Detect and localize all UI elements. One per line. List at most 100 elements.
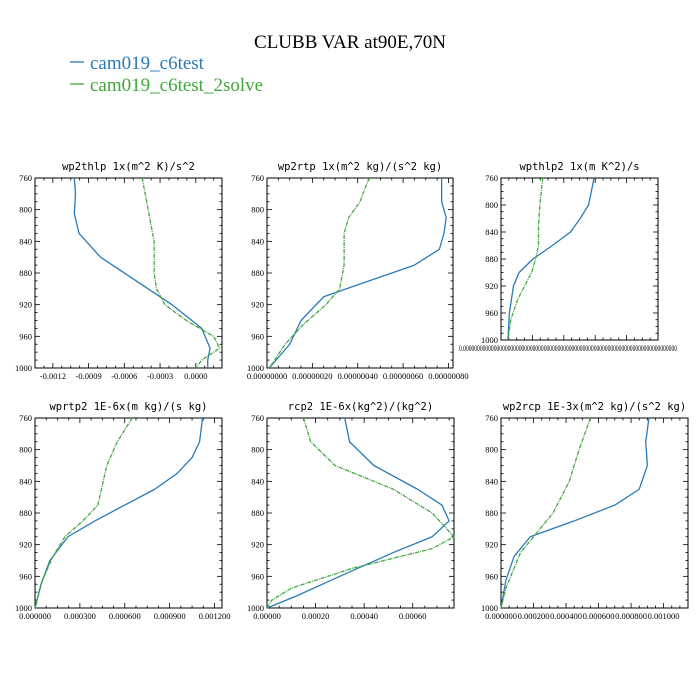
x-tick-label: 0.000300 [64, 611, 96, 621]
y-tick-label: 840 [485, 476, 498, 486]
plot-frame [500, 177, 659, 341]
series-line-1 [34, 417, 133, 609]
series-line-0 [266, 417, 450, 609]
y-tick-label: 800 [19, 205, 32, 215]
y-tick-label: 1000 [247, 603, 264, 613]
plot-frame [266, 417, 455, 609]
y-tick-label: 800 [485, 200, 498, 210]
series-line-0 [507, 177, 595, 341]
legend-label-0: cam019_c6test [90, 53, 205, 74]
x-tick-label: 0.000900 [154, 611, 186, 621]
x-tick-label: 0.00000080 [428, 371, 468, 381]
y-tick-label: 840 [19, 476, 32, 486]
panel-title: wp2rtp 1x(m^2 kg)/(s^2 kg) [278, 161, 442, 173]
y-tick-label: 960 [485, 308, 498, 318]
plot-frame [34, 417, 223, 609]
panel-title: rcp2 1E-6x(kg^2)/(kg^2) [288, 401, 433, 413]
x-tick-label: 0.000800 [615, 611, 647, 621]
y-tick-label: 880 [251, 508, 264, 518]
panel-3: wprtp2 1E-6x(m kg)/(s kg) 760 800 840 880 920… [15, 401, 230, 621]
x-tick-label: 0.000400 [550, 611, 582, 621]
panel-0: wp2thlp 1x(m^2 K)/s^2 760 800 840 880 920 960 1… [15, 161, 223, 381]
panel-2: wpthlp2 1x(m K^2)/s 760 800 840 880 920 960 100… [459, 161, 677, 353]
y-tick-label: 760 [485, 173, 498, 183]
x-tick-label: 0.000000 [19, 611, 51, 621]
panel-title: wp2thlp 1x(m^2 K)/s^2 [62, 161, 195, 173]
y-tick-label: 800 [485, 445, 498, 455]
legend: cam019_c6test cam019_c6test_2solve [70, 53, 263, 96]
plot-frame [266, 177, 454, 369]
y-tick-label: 920 [485, 281, 498, 291]
y-tick-label: 960 [19, 571, 32, 581]
y-tick-label: 920 [19, 540, 32, 550]
y-tick-label: 800 [19, 445, 32, 455]
x-tick-label: 0.000600 [583, 611, 615, 621]
y-tick-label: 760 [19, 173, 32, 183]
panel-title: wp2rcp 1E-3x(m^2 kg)/(s^2 kg) [503, 401, 686, 413]
plot-grid: wp2thlp 1x(m^2 K)/s^2 760 800 840 880 920 960 1… [15, 161, 689, 621]
series-line-0 [34, 417, 204, 609]
x-tick-label: 0.000600 [109, 611, 141, 621]
x-tick-label: 0.0000 [184, 371, 207, 381]
series-line-1 [500, 417, 592, 609]
y-tick-label: 920 [485, 540, 498, 550]
y-tick-label: 840 [251, 476, 264, 486]
series-line-1 [266, 417, 455, 609]
x-tick-label: 0.00040 [350, 611, 378, 621]
panel-4: rcp2 1E-6x(kg^2)/(kg^2) 760 800 840 880 920 96… [247, 401, 455, 621]
y-tick-label: 760 [19, 413, 32, 423]
x-tick-label: 0.00060 [399, 611, 427, 621]
y-tick-label: 1000 [481, 335, 498, 345]
plot-frame [34, 177, 223, 369]
panel-5: wp2rcp 1E-3x(m^2 kg)/(s^2 kg) 760 800 840 88… [481, 401, 689, 621]
y-tick-label: 840 [251, 236, 264, 246]
x-tick-label: -0.0006 [111, 371, 137, 381]
series-line-0 [73, 177, 211, 368]
y-tick-label: 880 [19, 508, 32, 518]
x-tick-label: 0.001000 [648, 611, 680, 621]
x-tick-label: 0.00000 [253, 611, 281, 621]
x-tick-label: -0.0009 [75, 371, 101, 381]
series-line-1 [141, 177, 221, 369]
y-tick-label: 840 [485, 227, 498, 237]
y-tick-label: 800 [251, 445, 264, 455]
series-line-0 [268, 178, 447, 369]
y-tick-label: 880 [485, 508, 498, 518]
x-tick-label: 0.00000060 [383, 371, 423, 381]
y-tick-label: 760 [485, 413, 498, 423]
series-line-1 [268, 177, 370, 369]
y-tick-label: 800 [251, 205, 264, 215]
y-tick-label: 960 [19, 331, 32, 341]
panel-title: wpthlp2 1x(m K^2)/s [519, 161, 639, 173]
y-tick-label: 880 [485, 254, 498, 264]
y-tick-label: 1000 [481, 603, 498, 613]
series-line-1 [507, 177, 544, 341]
legend-label-1: cam019_c6test_2solve [90, 75, 263, 96]
y-tick-label: 840 [19, 236, 32, 246]
x-tick-label: 0.000000 [485, 611, 517, 621]
y-tick-label: 920 [251, 300, 264, 310]
series-line-0 [500, 417, 650, 609]
y-tick-label: 960 [251, 331, 264, 341]
x-tick-label: 0.000200 [518, 611, 550, 621]
y-tick-label: 1000 [15, 603, 32, 613]
x-tick-label: 0.00000040 [338, 371, 378, 381]
y-tick-label: 920 [19, 300, 32, 310]
y-tick-label: 760 [251, 413, 264, 423]
x-tick-label: 0.001200 [199, 611, 231, 621]
y-tick-label: 880 [19, 268, 32, 278]
x-tick-label: 0.00000000000000000000000000000000000000… [459, 343, 677, 353]
x-tick-label: 0.00000020 [292, 371, 332, 381]
x-tick-label: 0.00000000 [247, 371, 287, 381]
figure-title: CLUBB VAR at90E,70N [254, 32, 446, 53]
y-tick-label: 1000 [247, 363, 264, 373]
y-tick-label: 960 [251, 571, 264, 581]
y-tick-label: 880 [251, 268, 264, 278]
y-tick-label: 1000 [15, 363, 32, 373]
y-tick-label: 920 [251, 540, 264, 550]
panel-title: wprtp2 1E-6x(m kg)/(s kg) [49, 401, 207, 413]
x-tick-label: 0.00020 [302, 611, 330, 621]
x-tick-label: -0.0012 [40, 371, 66, 381]
panel-1: wp2rtp 1x(m^2 kg)/(s^2 kg) 760 800 840 880 92… [247, 161, 469, 381]
